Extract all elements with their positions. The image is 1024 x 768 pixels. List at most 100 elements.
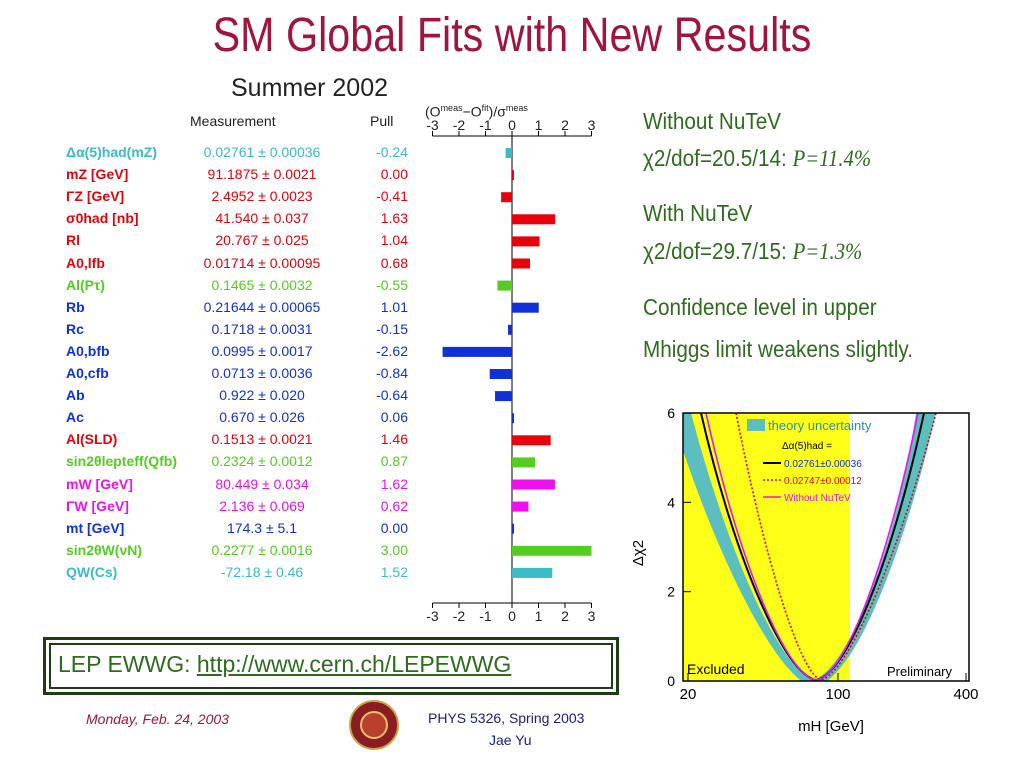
measurement-name: Rb bbox=[66, 298, 85, 315]
measurement-pull: 1.62 bbox=[380, 475, 408, 492]
pull-bar bbox=[512, 413, 514, 424]
pull-bar bbox=[512, 435, 551, 446]
measurement-value: 41.540 ± 0.037 bbox=[215, 210, 309, 227]
legend-band-label: theory uncertainty bbox=[768, 418, 872, 433]
measurement-pull: 0.68 bbox=[380, 254, 408, 271]
lep-ewwg-box: LEP EWWG: http://www.cern.ch/LEPEWWG bbox=[43, 637, 619, 695]
pull-bar bbox=[512, 523, 514, 534]
pull-bar bbox=[512, 545, 592, 556]
without-probability: P=11.4% bbox=[792, 146, 872, 171]
measurement-pull: -0.41 bbox=[376, 188, 408, 205]
pull-tick-label-bottom: 3 bbox=[588, 608, 596, 624]
with-nutev-label: With NuTeV bbox=[643, 200, 753, 226]
chi2-ytick-label: 4 bbox=[667, 494, 675, 510]
chi2-ytick-label: 6 bbox=[667, 405, 675, 421]
measurement-pull: -0.84 bbox=[376, 365, 408, 381]
measurement-value: 0.01714 ± 0.00095 bbox=[203, 254, 321, 271]
measurement-pull: 1.52 bbox=[380, 563, 408, 580]
with-probability: P=1.3% bbox=[792, 239, 863, 264]
measurement-value: 0.922 ± 0.020 bbox=[219, 387, 305, 404]
measurement-name: Rl bbox=[66, 232, 80, 249]
plot-frame bbox=[682, 412, 970, 682]
measurement-value: 0.2277 ± 0.0016 bbox=[211, 541, 313, 558]
pull-tick-label-top: 2 bbox=[561, 118, 569, 133]
measurement-value: 91.1875 ± 0.0021 bbox=[207, 166, 317, 183]
pull-bar bbox=[512, 479, 555, 490]
with-nutev-chi2: χ2/dof=29.7/15: P=1.3% bbox=[643, 238, 862, 265]
footer-author: Jae Yu bbox=[489, 732, 532, 748]
measurement-pull: -0.64 bbox=[376, 387, 408, 404]
lep-ewwg-link[interactable]: http://www.cern.ch/LEPEWWG bbox=[196, 651, 512, 677]
pull-bar bbox=[497, 280, 512, 291]
chi2-y-ticks: 0 2 4 6 bbox=[667, 405, 691, 689]
measurement-pull: 0.87 bbox=[380, 453, 408, 470]
with-chi2-text: χ2/dof=29.7/15: bbox=[643, 238, 787, 264]
lep-box-inner-border bbox=[49, 643, 613, 689]
without-nutev-chi2: χ2/dof=20.5/14: P=11.4% bbox=[643, 145, 871, 172]
measurement-pull: 1.46 bbox=[380, 431, 408, 448]
measurement-value: 2.4952 ± 0.0023 bbox=[211, 188, 313, 205]
measurement-value: 174.3 ± 5.1 bbox=[227, 519, 297, 536]
seal-inner bbox=[360, 711, 388, 739]
curve-without-nutev bbox=[705, 413, 919, 681]
measurement-value: 0.21644 ± 0.00065 bbox=[203, 298, 321, 315]
measurement-pull: 1.01 bbox=[380, 298, 408, 315]
measurement-pull: 0.00 bbox=[380, 166, 408, 183]
pull-tick-label-bottom: -3 bbox=[426, 608, 439, 624]
legend-label-3: Without NuTeV bbox=[784, 493, 851, 504]
without-nutev-label: Without NuTeV bbox=[643, 108, 782, 134]
confidence-line-2: Mhiggs limit weakens slightly. bbox=[643, 336, 913, 362]
measurement-value: 0.1718 ± 0.0031 bbox=[211, 320, 313, 337]
pull-axis-title: (Omeas−Ofit)/σmeas bbox=[425, 103, 528, 120]
chi2-plot: theory uncertainty Δα(5)had = 0.02761±0.… bbox=[630, 405, 979, 735]
pull-header: Pull bbox=[370, 113, 394, 129]
pull-tick-label-top: 1 bbox=[535, 118, 543, 133]
chi2-xlabel: mH [GeV] bbox=[798, 718, 864, 735]
measurement-value: 0.0995 ± 0.0017 bbox=[211, 342, 313, 359]
pull-tick-label-top: -1 bbox=[479, 118, 492, 133]
chi2-x-ticks: 20 100 400 bbox=[680, 673, 979, 703]
measurement-name: A0,cfb bbox=[66, 365, 109, 381]
pull-tick-label-bottom: -1 bbox=[479, 608, 492, 624]
measurement-pull: 0.00 bbox=[380, 519, 408, 536]
university-seal bbox=[349, 700, 399, 750]
measurement-pull: 0.06 bbox=[380, 409, 408, 426]
measurement-value: 0.0713 ± 0.0036 bbox=[211, 365, 313, 381]
excluded-label: Excluded bbox=[687, 661, 745, 677]
legend-band-swatch bbox=[747, 419, 765, 431]
pull-bar bbox=[512, 214, 556, 225]
measurement-value: 0.2324 ± 0.0012 bbox=[211, 453, 313, 470]
measurement-pull: -0.24 bbox=[376, 144, 408, 160]
pull-bar bbox=[512, 258, 531, 269]
measurement-name: mW [GeV] bbox=[66, 475, 133, 492]
pull-tick-label-top: 0 bbox=[508, 118, 516, 133]
pull-bar bbox=[505, 148, 512, 158]
pull-bar bbox=[512, 302, 539, 313]
chi2-ytick-label: 0 bbox=[667, 673, 675, 689]
legend-head: Δα(5)had = bbox=[782, 441, 832, 452]
measurement-name: sin2θlepteff(Qfb) bbox=[66, 453, 178, 470]
measurement-name: Al(Pτ) bbox=[66, 276, 105, 293]
chi2-xtick-label: 20 bbox=[680, 686, 697, 703]
without-chi2-text: χ2/dof=20.5/14: bbox=[643, 145, 787, 171]
pull-bar bbox=[512, 457, 536, 468]
measurement-name: QW(Cs) bbox=[66, 563, 118, 580]
pull-bars: -3 -3 -2 -2 -1 -1 0 0 1 1 2 2 3 3 bbox=[426, 118, 595, 624]
pull-tick-label-bottom: 2 bbox=[561, 608, 569, 624]
measurement-name: Al(SLD) bbox=[66, 431, 118, 448]
measurement-name: ΓZ [GeV] bbox=[66, 188, 125, 205]
pull-bar bbox=[512, 567, 553, 578]
chi2-ytick-label: 2 bbox=[667, 584, 675, 600]
pull-bar bbox=[512, 501, 529, 512]
slide-title: SM Global Fits with New Results bbox=[212, 9, 812, 62]
figure-title: Summer 2002 bbox=[231, 74, 389, 102]
measurement-name: ΓW [GeV] bbox=[66, 497, 129, 514]
curve-alt bbox=[735, 413, 937, 681]
measurement-name: sin2θW(νN) bbox=[66, 541, 143, 558]
measurement-value: 0.1465 ± 0.0032 bbox=[211, 276, 313, 293]
pull-tick-label-top: -3 bbox=[426, 118, 439, 133]
legend-label-1: 0.02761±0.00036 bbox=[784, 459, 862, 470]
measurement-name: σ0had [nb] bbox=[66, 210, 139, 227]
measurement-value: 80.449 ± 0.034 bbox=[215, 475, 309, 492]
legend-label-2: 0.02747±0.00012 bbox=[784, 476, 862, 487]
